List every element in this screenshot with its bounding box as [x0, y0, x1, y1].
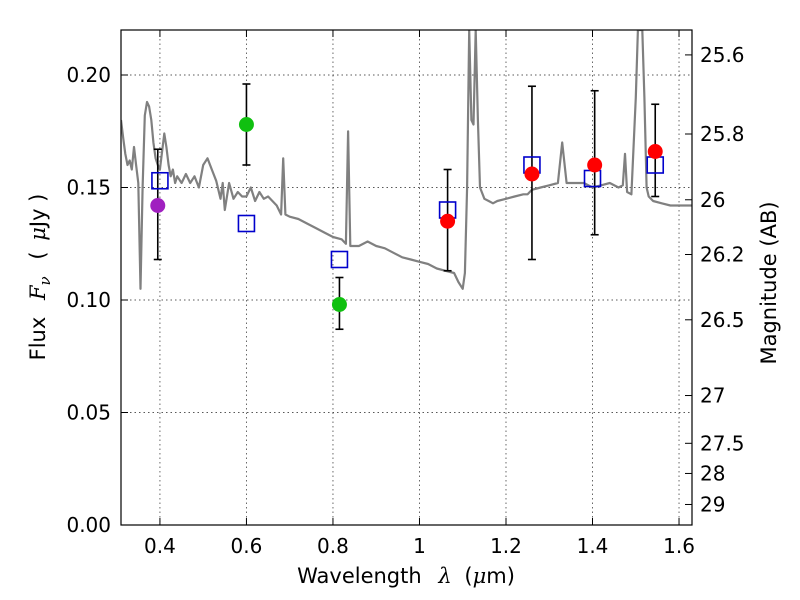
y-label-symbol: F: [26, 284, 50, 301]
y-label-unit-mu: μ: [26, 227, 50, 241]
observed-point: [150, 198, 166, 213]
y2-tick-label: 29: [700, 492, 725, 516]
model-photometry-square: [237, 214, 256, 233]
y-tick-label: 0.05: [66, 401, 111, 425]
y-tick-label: 0.20: [66, 63, 111, 87]
x-label-unit-open: (: [464, 564, 472, 588]
x-label-unit-mu: μ: [473, 564, 487, 588]
y-tick-label: 0.15: [66, 176, 111, 200]
observed-point: [440, 213, 456, 229]
observed-point: [587, 157, 603, 173]
y2-axis-label: Magnitude (AB): [757, 201, 781, 364]
model-photometry-square: [151, 171, 169, 190]
y2-tick-label: 27: [700, 384, 725, 408]
y-tick-label: 0.00: [66, 513, 111, 537]
y-label-sub: ν: [36, 276, 54, 285]
axis-ticks: 0.4 0.6 0.8 1 1.2 1.4 1.6 0.00 0.05 0.10 0.15 0.20 2…: [66, 30, 745, 558]
observed-point: [647, 144, 663, 159]
x-tick-label: 1.6: [663, 534, 695, 558]
y2-tick-label: 26: [700, 188, 725, 212]
sed-layer: [121, 30, 692, 290]
plot-frame: [120, 29, 693, 526]
y2-tick-label: 25.8: [700, 122, 745, 146]
y2-tick-label: 26.5: [700, 308, 745, 332]
y2-tick-label: 27.5: [700, 431, 745, 455]
grid-lines: [121, 30, 692, 526]
x-label-symbol: λ: [437, 564, 451, 588]
x-tick-label: 1.4: [577, 534, 609, 558]
y-tick-label: 0.10: [66, 288, 111, 312]
x-label-unit-rest: m): [486, 564, 515, 588]
y-label-unit-rest: Jy ): [26, 194, 50, 230]
sed-model-line: [121, 30, 692, 290]
x-axis-label: Wavelength λ (μm): [297, 564, 515, 588]
observed-point: [238, 117, 254, 132]
observed-point: [331, 297, 347, 312]
y-label-name: Flux: [26, 317, 50, 361]
error-bars: [153, 83, 660, 331]
x-label-name: Wavelength: [297, 564, 422, 588]
x-tick-label: 0.6: [231, 534, 263, 558]
y2-tick-label: 26.2: [700, 242, 745, 266]
x-tick-label: 1.2: [490, 534, 522, 558]
y-label-unit-open: (: [26, 251, 50, 259]
x-tick-label: 0.4: [144, 534, 176, 558]
y-axis-label: Flux Fν ( μJy ): [26, 194, 55, 361]
y2-tick-label: 25.6: [700, 43, 745, 67]
y2-tick-label: 28: [700, 461, 725, 485]
x-tick-label: 1: [413, 534, 426, 558]
model-photometry-square: [330, 250, 349, 269]
x-tick-label: 0.8: [317, 534, 349, 558]
markers: [150, 117, 665, 312]
observed-point: [524, 166, 540, 182]
